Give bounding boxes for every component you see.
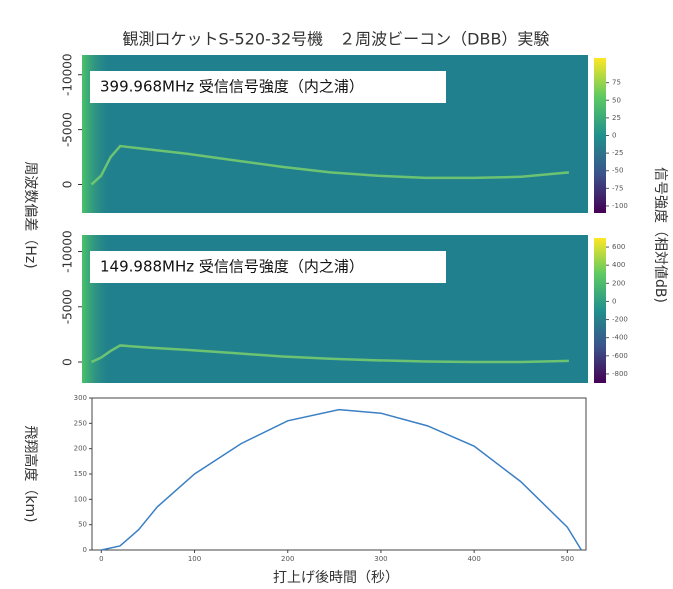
y-tick-label: 0	[83, 546, 87, 554]
colorbar-tick-label: 50	[612, 96, 621, 104]
y-tick-label: -5000	[61, 289, 75, 324]
y-tick-label: 100	[74, 495, 87, 503]
x-tick-label: 0	[99, 555, 103, 563]
colorbar-tick-label: -400	[612, 334, 628, 342]
colorbar-tick-label: 400	[612, 261, 625, 269]
title: 観測ロケットS-520-32号機 ２周波ビーコン（DBB）実験	[123, 30, 550, 49]
y-tick-label: 50	[78, 521, 87, 529]
x-tick-label: 300	[374, 555, 387, 563]
colorbar-tick-label: -600	[612, 352, 628, 360]
x-tick-label: 400	[467, 555, 480, 563]
colorbar-tick-label: 600	[612, 243, 625, 251]
colorbar	[594, 58, 606, 213]
colorbar-tick-label: 0	[612, 297, 616, 305]
y-tick-label: -10000	[61, 53, 75, 96]
y-tick-label: 150	[74, 470, 87, 478]
y-tick-label: 0	[61, 358, 75, 366]
panel-label: 399.968MHz 受信信号強度（内之浦）	[100, 78, 364, 96]
panel-label: 149.988MHz 受信信号強度（内之浦）	[100, 258, 364, 276]
colorbar-tick-label: -800	[612, 370, 628, 378]
y-tick-label: 300	[74, 394, 87, 402]
x-tick-label: 100	[188, 555, 201, 563]
colorbar-tick-label: 25	[612, 114, 621, 122]
colorbar-label: 信号強度（相対値dB)	[652, 167, 668, 303]
colorbar-tick-label: 200	[612, 279, 625, 287]
colorbar-tick-label: -100	[612, 202, 628, 210]
y-tick-label: -10000	[61, 230, 75, 273]
y-tick-label: 200	[74, 445, 87, 453]
y-tick-label: -5000	[61, 112, 75, 147]
x-label: 打上げ後時間（秒）	[273, 569, 399, 586]
colorbar	[594, 238, 606, 383]
altitude-line	[101, 410, 581, 550]
colorbar-tick-label: -50	[612, 167, 623, 175]
y-tick-label: 0	[61, 181, 75, 189]
x-tick-label: 500	[561, 555, 574, 563]
y-label: 周波数偏差（Hz)	[22, 161, 38, 268]
colorbar-tick-label: -25	[612, 149, 623, 157]
x-tick-label: 200	[281, 555, 294, 563]
colorbar-tick-label: -75	[612, 184, 623, 192]
colorbar-tick-label: -200	[612, 316, 628, 324]
y-tick-label: 250	[74, 419, 87, 427]
colorbar-tick-label: 0	[612, 132, 616, 140]
chart: 観測ロケットS-520-32号機 ２周波ビーコン（DBB）実験 周波数偏差（Hz…	[0, 0, 673, 589]
colorbar-tick-label: 75	[612, 79, 621, 87]
y-label: 飛翔高度（km)	[22, 425, 39, 522]
